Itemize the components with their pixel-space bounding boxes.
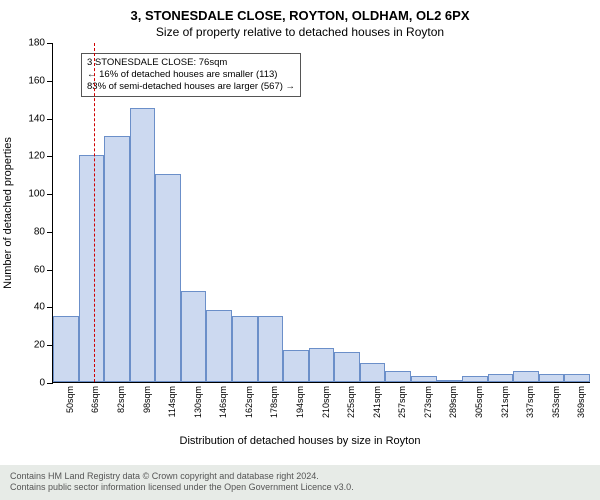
y-tick-label: 40	[34, 302, 45, 313]
y-tick	[47, 232, 53, 233]
y-tick-label: 120	[28, 151, 45, 162]
x-tick-label: 369sqm	[576, 386, 586, 418]
x-tick-label: 305sqm	[474, 386, 484, 418]
y-tick	[47, 383, 53, 384]
y-tick-label: 80	[34, 226, 45, 237]
y-tick	[47, 307, 53, 308]
x-tick-label: 114sqm	[167, 386, 177, 417]
histogram-bar	[360, 363, 386, 382]
x-tick-label: 241sqm	[372, 386, 382, 418]
x-tick-label: 257sqm	[397, 386, 407, 418]
histogram-bar	[513, 371, 539, 382]
x-tick-label: 321sqm	[500, 386, 510, 418]
x-tick-label: 337sqm	[525, 386, 535, 418]
histogram-bar	[181, 291, 207, 382]
x-tick-label: 353sqm	[551, 386, 561, 418]
chart-subtitle: Size of property relative to detached ho…	[0, 23, 600, 43]
x-tick-label: 82sqm	[116, 386, 126, 413]
histogram-bar	[437, 380, 463, 382]
annotation-line: ← 16% of detached houses are smaller (11…	[87, 69, 295, 81]
y-tick-label: 0	[39, 378, 45, 389]
x-tick-label: 273sqm	[423, 386, 433, 418]
y-tick-label: 180	[28, 38, 45, 49]
histogram-bar	[564, 374, 590, 382]
x-tick-label: 162sqm	[244, 386, 254, 418]
y-tick	[47, 119, 53, 120]
x-tick-label: 194sqm	[295, 386, 305, 418]
annotation-line: 3 STONESDALE CLOSE: 76sqm	[87, 57, 295, 69]
x-tick-label: 210sqm	[321, 386, 331, 418]
histogram-bar	[155, 174, 181, 382]
y-tick	[47, 194, 53, 195]
footer-line-1: Contains HM Land Registry data © Crown c…	[10, 471, 590, 483]
histogram-bar	[130, 108, 156, 382]
chart-area: Number of detached properties 3 STONESDA…	[52, 43, 590, 383]
histogram-bar	[488, 374, 514, 382]
plot-area: 3 STONESDALE CLOSE: 76sqm← 16% of detach…	[52, 43, 590, 383]
histogram-bar	[309, 348, 335, 382]
histogram-bar	[283, 350, 309, 382]
histogram-bar	[462, 376, 488, 382]
footer: Contains HM Land Registry data © Crown c…	[0, 465, 600, 500]
x-tick-label: 289sqm	[448, 386, 458, 418]
x-tick-label: 178sqm	[269, 386, 279, 418]
annotation-box: 3 STONESDALE CLOSE: 76sqm← 16% of detach…	[81, 53, 301, 97]
histogram-bar	[334, 352, 360, 382]
histogram-bar	[79, 155, 105, 382]
reference-line	[94, 43, 95, 382]
histogram-bar	[539, 374, 565, 382]
y-tick-label: 100	[28, 189, 45, 200]
x-tick-label: 66sqm	[90, 386, 100, 413]
footer-line-2: Contains public sector information licen…	[10, 482, 590, 494]
y-tick-label: 60	[34, 264, 45, 275]
y-tick-label: 160	[28, 75, 45, 86]
y-axis-label: Number of detached properties	[2, 137, 14, 289]
x-axis-label: Distribution of detached houses by size …	[0, 435, 600, 447]
y-tick	[47, 270, 53, 271]
x-tick-label: 146sqm	[218, 386, 228, 418]
y-tick	[47, 81, 53, 82]
x-tick-label: 225sqm	[346, 386, 356, 418]
histogram-bar	[232, 316, 258, 382]
x-tick-label: 98sqm	[142, 386, 152, 413]
annotation-line: 83% of semi-detached houses are larger (…	[87, 81, 295, 93]
x-tick-label: 50sqm	[65, 386, 75, 413]
histogram-bar	[206, 310, 232, 382]
x-tick-label: 130sqm	[193, 386, 203, 418]
y-tick	[47, 156, 53, 157]
chart-title: 3, STONESDALE CLOSE, ROYTON, OLDHAM, OL2…	[0, 0, 600, 23]
histogram-bar	[104, 136, 130, 382]
y-tick-label: 140	[28, 113, 45, 124]
histogram-bar	[411, 376, 437, 382]
y-tick-label: 20	[34, 340, 45, 351]
histogram-bar	[385, 371, 411, 382]
histogram-bar	[53, 316, 79, 382]
y-tick	[47, 43, 53, 44]
histogram-bar	[258, 316, 284, 382]
